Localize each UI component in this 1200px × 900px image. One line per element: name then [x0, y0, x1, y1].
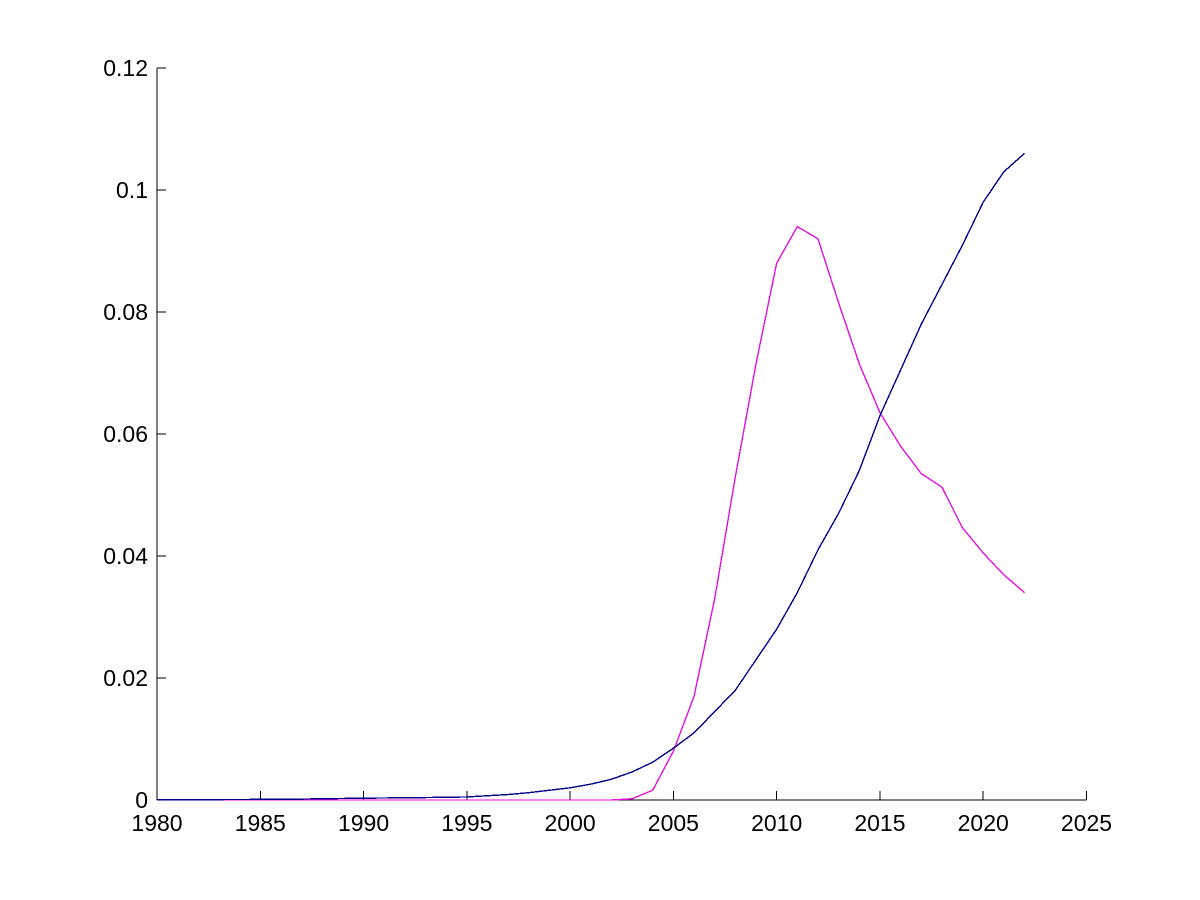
y-tick-label: 0.12	[103, 55, 148, 81]
tick-labels: 1980 1985 1990 1995 2000 2005 2010 2015 2020 2025…	[103, 55, 1112, 836]
x-tick-label: 2000	[545, 810, 596, 836]
x-tick-label: 2020	[958, 810, 1009, 836]
x-tick-label: 2015	[854, 810, 905, 836]
x-tick-label: 1990	[338, 810, 389, 836]
y-tick-label: 0.1	[116, 177, 148, 203]
y-tick-label: 0.02	[103, 665, 148, 691]
axes	[156, 67, 1087, 801]
y-tick-label: 0.08	[103, 299, 148, 325]
series-dark_blue_line	[157, 152, 1025, 801]
plot-series	[157, 152, 1025, 801]
x-tick-label: 2010	[751, 810, 802, 836]
x-tick-label: 1985	[235, 810, 286, 836]
y-tick-label: 0.04	[103, 543, 148, 569]
x-tick-label: 2025	[1061, 810, 1112, 836]
x-tick-label: 2005	[648, 810, 699, 836]
y-tick-label: 0.06	[103, 421, 148, 447]
x-tick-label: 1995	[441, 810, 492, 836]
series-magenta_line	[157, 225, 1025, 801]
y-tick-label: 0	[135, 787, 148, 813]
x-tick-label: 1980	[131, 810, 182, 836]
